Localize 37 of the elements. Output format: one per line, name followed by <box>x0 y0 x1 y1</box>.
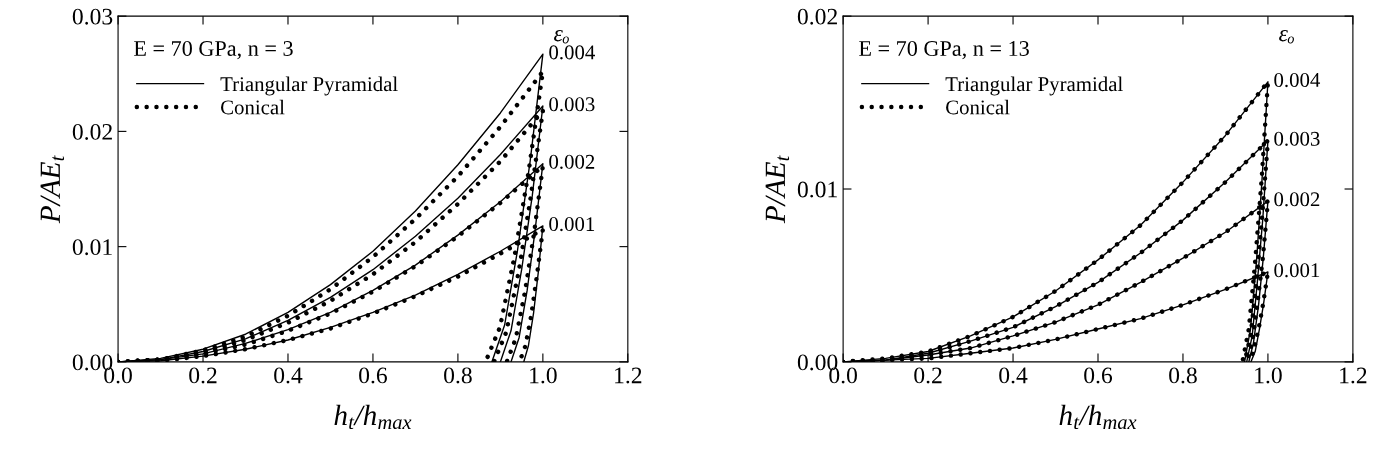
x-tick-label: 1.2 <box>1340 367 1367 384</box>
y-tick-label: 0.03 <box>72 8 113 25</box>
y-tick-label: 0.02 <box>72 123 112 140</box>
x-tick-label: 0.4 <box>999 367 1028 384</box>
annotation: E = 70 GPa, n = 13 <box>859 40 1029 60</box>
x-axis-title: h$_{t}$/h$_{max}$ <box>1059 404 1137 430</box>
annotation: E = 70 GPa, n = 3 <box>134 40 293 60</box>
x-tick-label: 1.2 <box>615 367 642 384</box>
x-tick-label: 0.8 <box>444 367 472 384</box>
annotation: 0.001 <box>1274 263 1320 278</box>
y-axis-title: P/AE$_{t}$ <box>765 155 790 224</box>
annotation: 0.001 <box>549 217 595 232</box>
annotation: εₒ <box>1279 30 1294 44</box>
x-tick-label: 0.6 <box>1084 367 1113 384</box>
x-axis-title: h$_{t}$/h$_{max}$ <box>334 404 412 430</box>
x-tick-label: 0.2 <box>189 367 217 384</box>
legend-label: Triangular Pyramidal <box>220 76 398 96</box>
y-tick-label: 0.01 <box>72 239 112 256</box>
y-axis-title: P/AE$_{t}$ <box>40 155 65 224</box>
x-tick-label: 0.6 <box>359 367 387 384</box>
x-tick-label: 0.8 <box>1169 367 1197 384</box>
legend-label: Conical <box>946 99 1010 115</box>
annotation: 0.002 <box>1274 192 1320 207</box>
y-tick-label: 0.02 <box>797 8 837 25</box>
x-tick-label: 0.4 <box>274 367 303 384</box>
annotation: 0.003 <box>549 97 595 112</box>
x-tick-label: 1.0 <box>1255 367 1282 384</box>
x-tick-label: 1.0 <box>530 367 557 384</box>
legend-label: Triangular Pyramidal <box>945 76 1123 96</box>
annotation: 0.004 <box>1274 72 1321 88</box>
y-tick-label: 0.01 <box>797 181 837 198</box>
legend-label: Conical <box>221 99 285 115</box>
annotation: 0.004 <box>549 45 595 60</box>
annotation: 0.002 <box>549 154 595 169</box>
annotation: 0.003 <box>1274 131 1320 146</box>
annotation: εₒ <box>554 30 569 44</box>
x-tick-label: 0.2 <box>914 367 942 384</box>
